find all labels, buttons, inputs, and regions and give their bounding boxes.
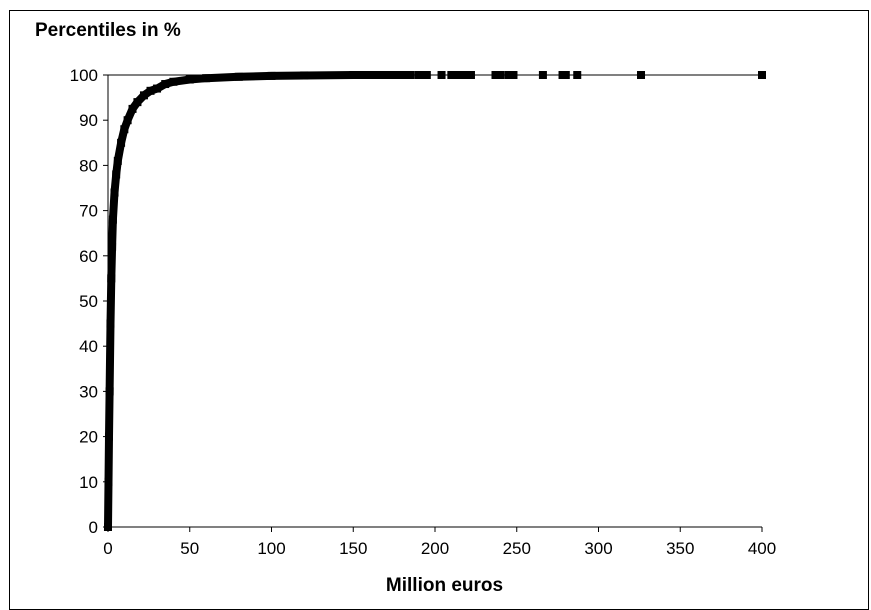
data-point [109, 216, 117, 224]
x-tick-label: 150 [339, 539, 367, 558]
data-point [235, 73, 243, 81]
y-tick-label: 50 [79, 292, 98, 311]
data-point [120, 125, 128, 133]
data-point [169, 78, 177, 86]
x-tick-label: 50 [180, 539, 199, 558]
y-tick-label: 30 [79, 382, 98, 401]
data-point [112, 170, 120, 178]
data-point [268, 72, 276, 80]
y-tick-label: 90 [79, 111, 98, 130]
series-curve [108, 75, 411, 527]
data-point [114, 157, 122, 165]
data-point [108, 243, 116, 251]
x-tick-label: 300 [584, 539, 612, 558]
x-axis-title: Million euros [0, 575, 871, 597]
x-tick-label: 350 [666, 539, 694, 558]
data-point [124, 116, 132, 124]
y-tick-label: 70 [79, 202, 98, 221]
data-point [186, 76, 194, 84]
data-point [161, 80, 169, 88]
x-tick-label: 250 [503, 539, 531, 558]
data-point [153, 85, 161, 93]
y-tick-label: 60 [79, 247, 98, 266]
x-tick-label: 400 [748, 539, 776, 558]
data-point [111, 189, 119, 197]
y-tick-label: 100 [70, 66, 98, 85]
y-tick-label: 0 [89, 518, 98, 537]
x-tick-label: 0 [103, 539, 112, 558]
x-tick-label: 100 [257, 539, 285, 558]
y-tick-label: 10 [79, 473, 98, 492]
x-tick-label: 200 [421, 539, 449, 558]
y-tick-label: 80 [79, 156, 98, 175]
y-tick-label: 40 [79, 337, 98, 356]
y-tick-label: 20 [79, 428, 98, 447]
data-point [117, 139, 125, 147]
